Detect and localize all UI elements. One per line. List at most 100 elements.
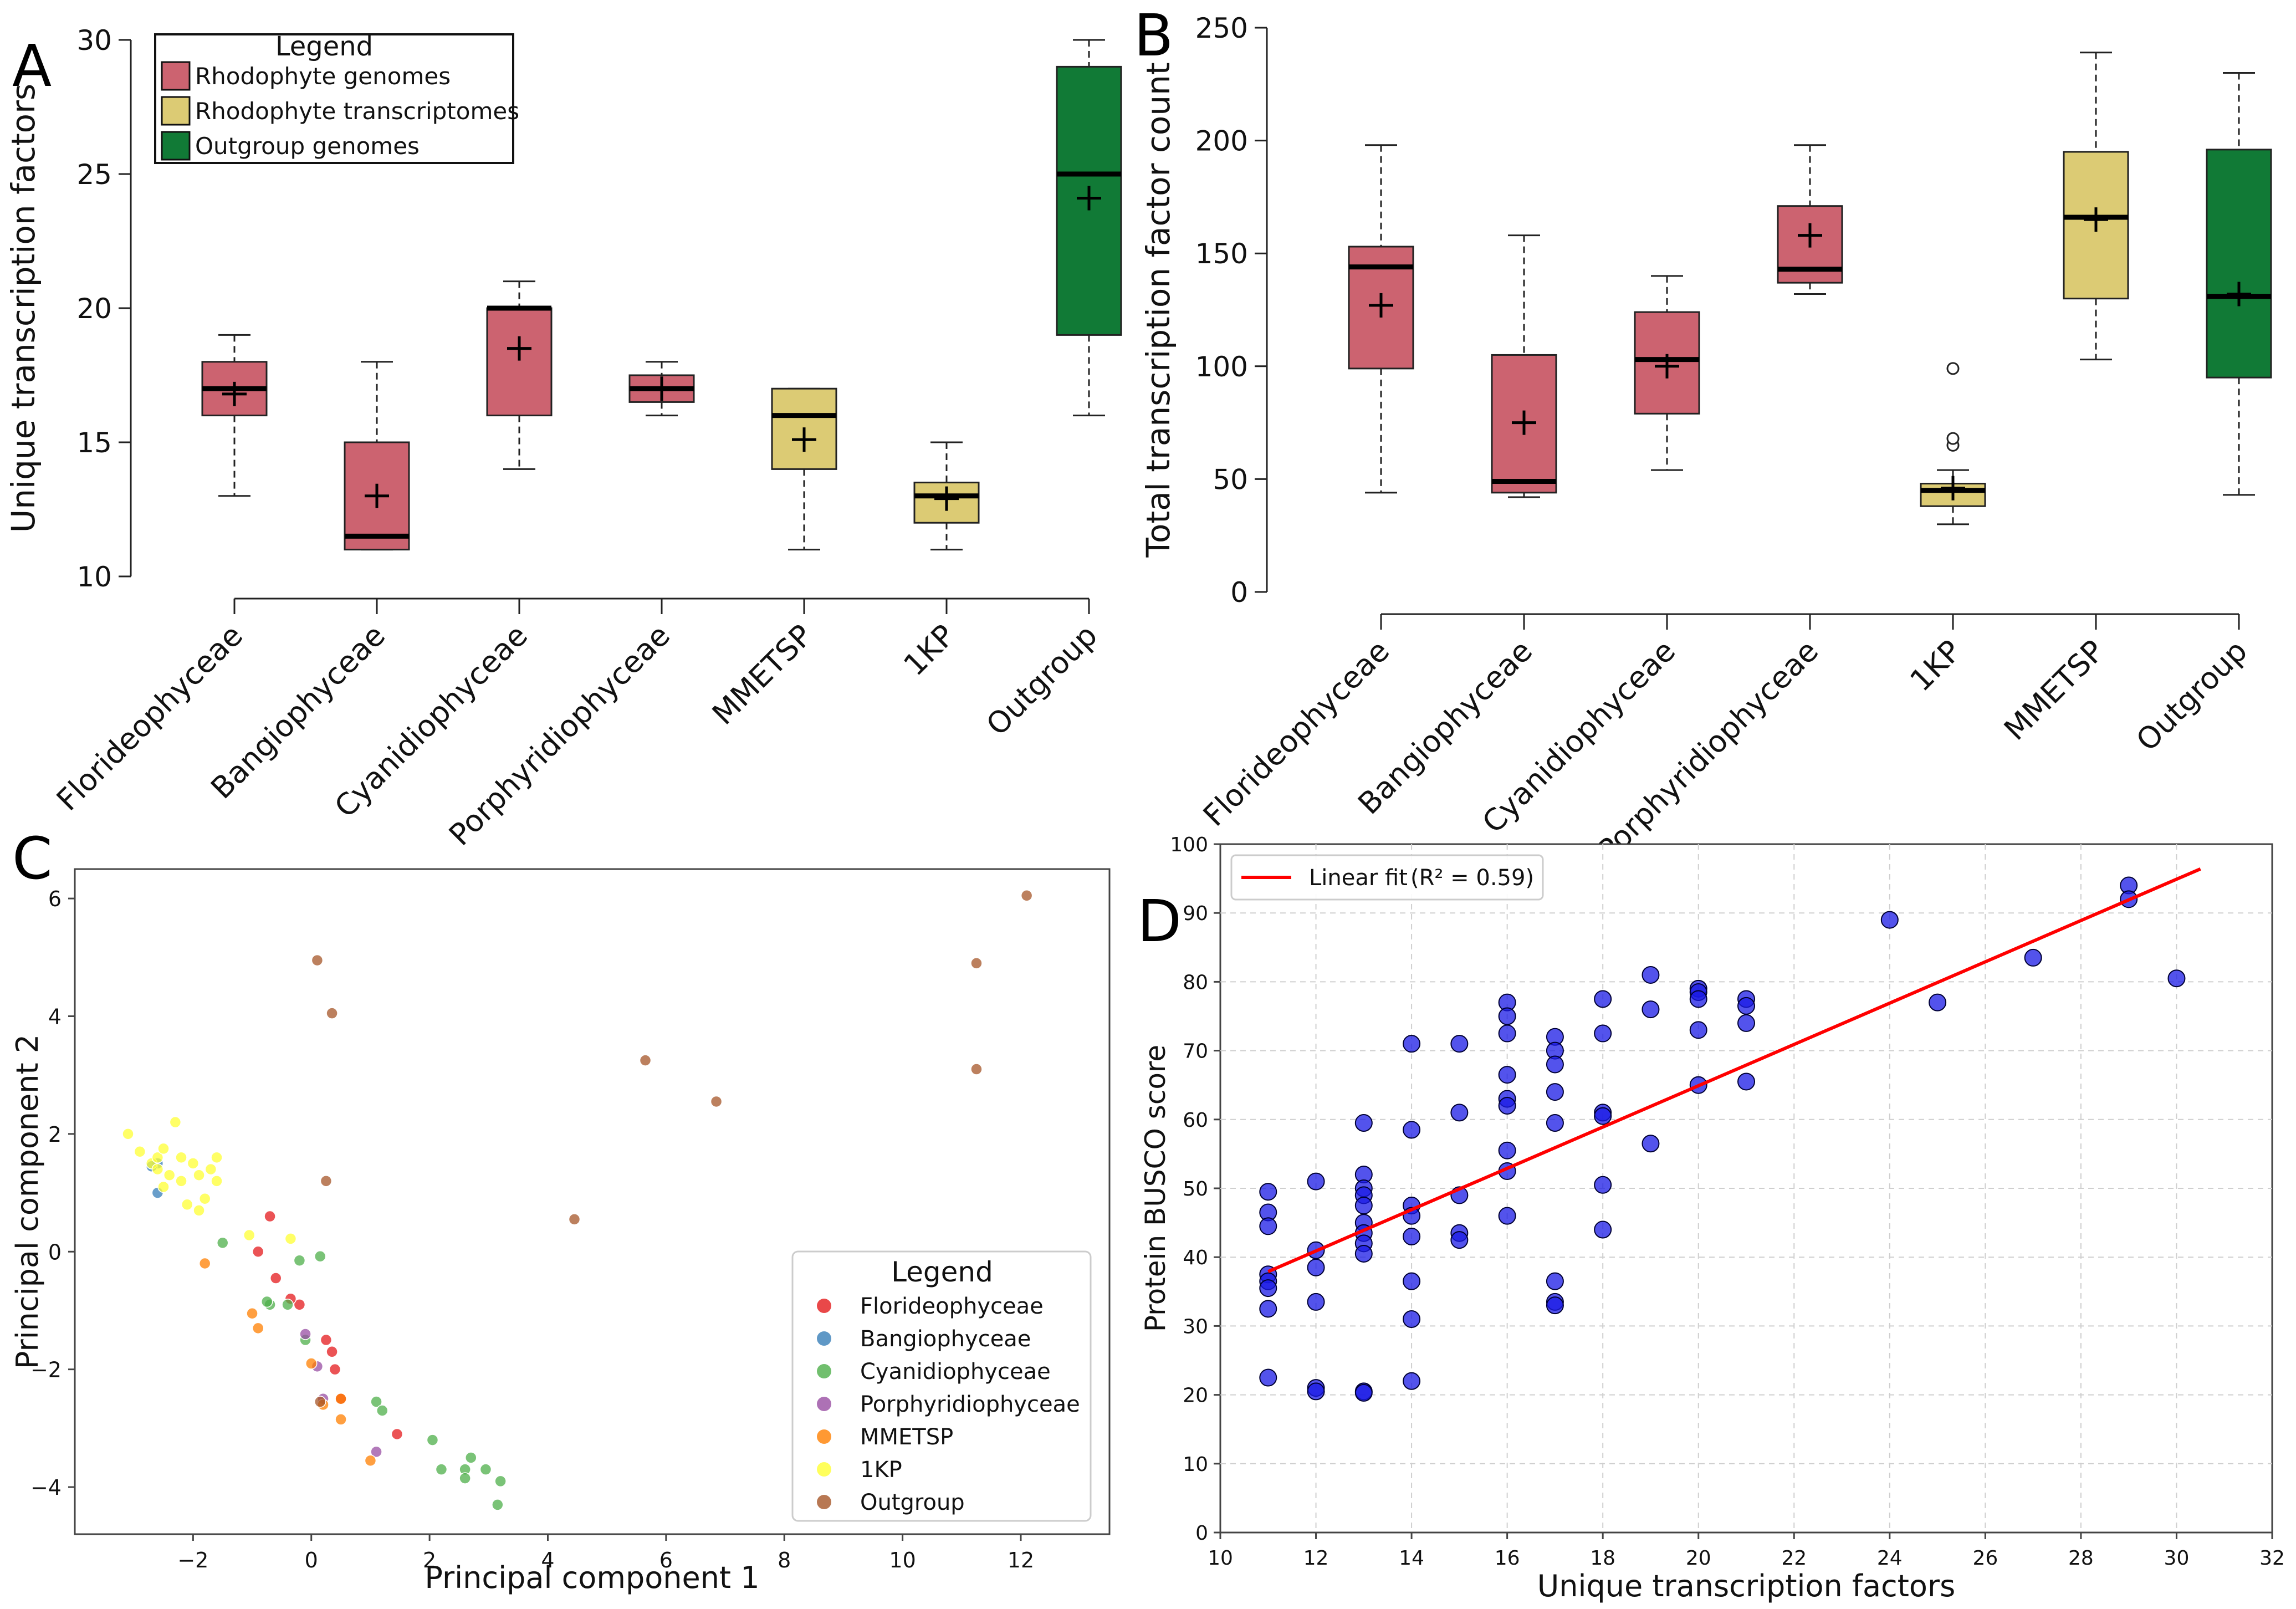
data-point [710,1095,723,1108]
legend-fit-label: Linear fit [1309,865,1408,891]
data-point [216,1237,229,1249]
data-point [1259,1300,1277,1318]
y-tick-label: 100 [1170,834,1208,856]
data-point [1307,1293,1325,1311]
plot-frame [1219,843,2273,1534]
data-point [1259,1183,1277,1201]
data-point [465,1452,477,1464]
legend-label: 1KP [860,1457,902,1483]
data-point [122,1128,134,1140]
data-point [1498,1096,1516,1115]
x-tick-label: 12 [1303,1547,1329,1570]
legend-marker [817,1364,831,1378]
data-point [260,1295,273,1308]
y-tick-label: 30 [1183,1315,1208,1338]
data-point [1546,1114,1564,1132]
legend-label: Outgroup [860,1490,965,1515]
legend-frame [154,33,514,164]
box-1kp [1920,362,1986,525]
data-point [1594,1176,1612,1194]
points [1259,876,2186,1402]
data-point [1354,1197,1373,1215]
legend-d: Linear fit (R² = 0.59) [1230,854,1544,901]
data-point [1020,890,1033,902]
panel-letter-d: D [1137,887,1182,955]
legend-item: Rhodophyte genomes [161,61,451,91]
x-tick-label: 2 [423,1548,436,1572]
panel-letter-b: B [1134,2,1173,69]
legend-title: Legend [275,31,373,62]
y-tick-label: 10 [76,561,112,593]
legend-frame [791,1250,1092,1522]
box-cyanidiophyceae [486,280,553,470]
data-point [492,1499,504,1511]
box-porphyridiophyceae [628,361,695,417]
x-tick-label: 8 [778,1548,791,1572]
data-point [1403,1372,1421,1390]
data-point [1354,1114,1373,1132]
legend-item: Bangiophyceae [817,1326,1031,1352]
x-tick-label: 20 [1686,1547,1711,1570]
data-point [181,1198,193,1211]
legend-marker [817,1397,831,1411]
y-tick-label: 0 [1195,1522,1208,1545]
data-point [1450,1231,1469,1249]
y-tick-label: 50 [1213,463,1248,496]
data-point [314,1396,326,1408]
legend-label: Rhodophyte transcriptomes [195,98,519,125]
data-point [151,1151,164,1164]
x-tick-label: 28 [2068,1547,2094,1570]
legend-marker [817,1299,831,1313]
data-point [1594,1107,1612,1125]
data-point [376,1404,388,1417]
data-point [970,1063,983,1075]
data-point [1929,993,1947,1012]
y-tick-label: 4 [48,1004,62,1029]
y-tick-label: 200 [1195,125,1248,157]
data-point [204,1163,217,1176]
panel-letter-c: C [12,825,53,892]
x-tick-label: 26 [1972,1547,1998,1570]
legend-item: 1KP [817,1457,902,1483]
x-tick-label: 18 [1590,1547,1615,1570]
data-point [1498,1007,1516,1025]
y-tick-label: 0 [1230,576,1248,609]
legend-label: Bangiophyceae [860,1326,1031,1352]
y-tick-label: 70 [1183,1040,1208,1063]
data-point [246,1307,258,1320]
y-axis-label: Protein BUSCO score [1139,1045,1172,1332]
x-tick-label: 4 [541,1548,554,1572]
data-point [568,1213,581,1225]
data-point [1354,1244,1373,1263]
data-point [1403,1272,1421,1290]
legend-title: Legend [891,1256,993,1288]
data-point [320,1334,333,1346]
panel-d-busco-scatter: 10 12 14 16 18 20 22 24 26 28 30 320102030405060708… [1139,834,2285,1603]
data-point [1642,1000,1660,1019]
data-point [282,1299,294,1311]
data-point [1594,1220,1612,1239]
data-point [157,1142,170,1155]
y-tick-label: 90 [1183,902,1208,925]
y-tick-label: 6 [48,887,62,911]
legend-marker [817,1495,831,1509]
data-point [370,1396,382,1408]
data-point [1546,1296,1564,1315]
data-point [364,1454,377,1467]
data-point [187,1157,200,1169]
series-1kp [122,1116,297,1245]
box-body [1634,311,1700,415]
legend-label: Outgroup genomes [195,132,420,160]
data-point [198,1257,211,1270]
legend-item: Outgroup [817,1490,965,1515]
box-bangiophyceae [344,361,410,551]
x-tick-label: 10 [889,1548,916,1572]
x-tick-label: 10 [1208,1547,1233,1570]
x-tick-label: 12 [1008,1548,1034,1572]
legend-label: Rhodophyte genomes [195,63,451,90]
data-point [1450,1104,1469,1122]
linear-fit-line [1267,867,2201,1274]
box-outgroup [2206,71,2272,496]
y-tick-label: −2 [30,1358,62,1382]
